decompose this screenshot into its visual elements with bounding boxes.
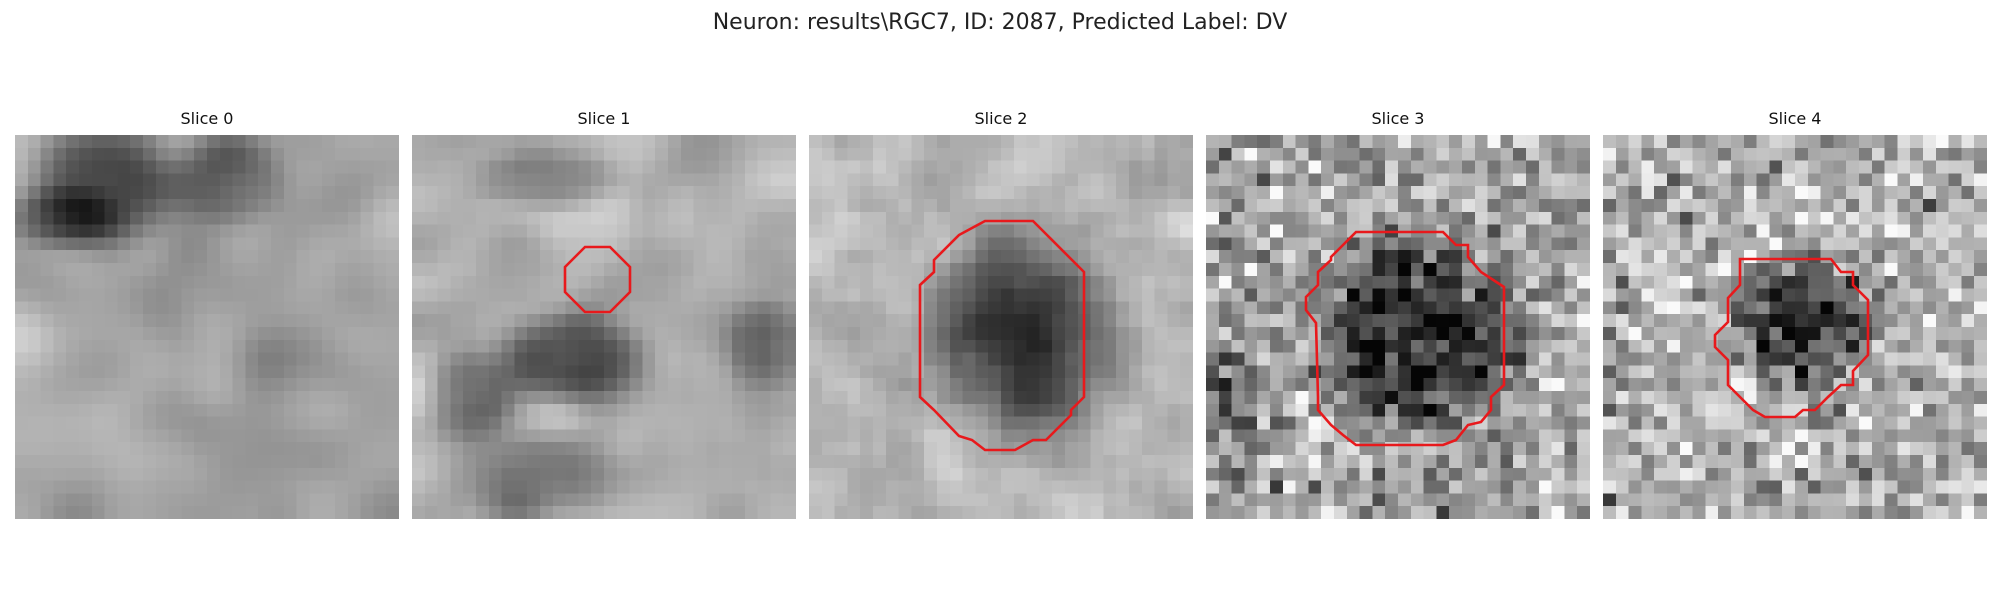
slice-image: [1603, 135, 1987, 519]
slice-image: [412, 135, 796, 519]
slice-image: [1206, 135, 1590, 519]
slice-panel-3: Slice 3: [1206, 109, 1590, 519]
slice-title: Slice 2: [974, 109, 1028, 128]
slice-title: Slice 0: [180, 109, 234, 128]
slice-image: [15, 135, 399, 519]
slice-panel-0: Slice 0: [15, 109, 399, 519]
slice-title: Slice 4: [1768, 109, 1822, 128]
slice-panel-1: Slice 1: [412, 109, 796, 519]
slice-title: Slice 1: [577, 109, 631, 128]
slice-image: [809, 135, 1193, 519]
slice-panel-4: Slice 4: [1603, 109, 1987, 519]
figure-title: Neuron: results\RGC7, ID: 2087, Predicte…: [712, 10, 1288, 35]
slice-panel-2: Slice 2: [809, 109, 1193, 519]
slice-title: Slice 3: [1371, 109, 1425, 128]
